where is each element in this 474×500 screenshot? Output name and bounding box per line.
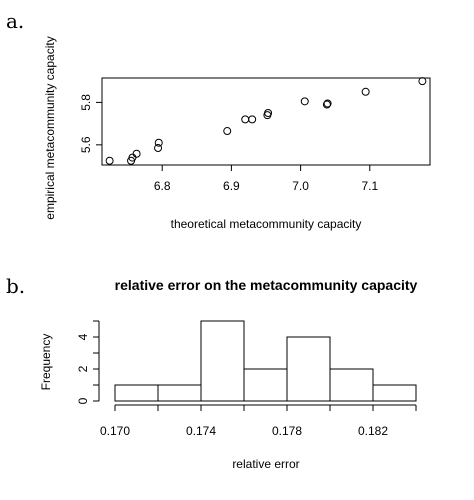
histogram-x-tick-label: 0.174 (186, 424, 216, 438)
histogram-bar (114, 384, 159, 402)
scatter-point (323, 99, 332, 108)
histogram-bar (329, 368, 374, 402)
scatter-point (248, 115, 257, 124)
histogram-y-tick-label: 4 (76, 333, 90, 340)
histogram-x-axis-label: relative error (232, 457, 299, 471)
histogram-bar (243, 368, 288, 402)
histogram-x-tick-label: 0.178 (272, 424, 302, 438)
scatter-point (154, 144, 163, 153)
scatter-x-tick-label: 6.9 (223, 179, 240, 193)
panel-label-b: b. (6, 274, 25, 298)
histogram-x-axis: 0.170 0.174 0.178 0.182 (100, 404, 417, 438)
panel-label-a: a. (6, 9, 24, 33)
scatter-point (361, 87, 370, 96)
histogram-panel: b. relative error on the metacommunity c… (6, 274, 418, 471)
histogram-x-tick-label: 0.182 (358, 424, 388, 438)
histogram-y-tick-label: 0 (76, 397, 90, 404)
scatter-y-tick-label: 5.8 (79, 94, 93, 111)
histogram-bar (200, 320, 245, 402)
histogram-title: relative error on the metacommunity capa… (115, 277, 418, 293)
histogram-x-tick-label: 0.170 (100, 424, 130, 438)
histogram-bar (157, 384, 202, 402)
scatter-y-axis-label: empirical metacommunity capacity (43, 36, 57, 219)
scatter-point (322, 100, 331, 109)
scatter-point (105, 156, 114, 165)
scatter-points (105, 77, 427, 165)
scatter-x-axis: 6.8 6.9 7.0 7.1 (154, 165, 378, 193)
histogram-y-axis: 0 2 4 (76, 320, 100, 404)
scatter-point (418, 77, 427, 86)
scatter-y-tick-label: 5.6 (79, 136, 93, 153)
scatter-point (300, 97, 309, 106)
scatter-point (154, 138, 163, 147)
scatter-x-tick-label: 7.0 (292, 179, 309, 193)
scatter-point (241, 115, 250, 124)
scatter-panel: a. 6.8 6.9 7.0 7.1 5.6 5.8 theoretical metac… (6, 9, 431, 231)
scatter-x-tick-label: 7.1 (361, 179, 378, 193)
scatter-y-axis: 5.6 5.8 (79, 94, 102, 153)
histogram-bar (286, 336, 331, 402)
scatter-point (223, 127, 232, 136)
scatter-point (132, 149, 141, 158)
histogram-y-tick-label: 2 (76, 365, 90, 372)
scatter-plot-frame (101, 77, 431, 166)
scatter-x-tick-label: 6.8 (154, 179, 171, 193)
histogram-y-axis-label: Frequency (39, 334, 53, 391)
histogram-bars (114, 320, 417, 402)
histogram-bar (372, 384, 417, 402)
scatter-x-axis-label: theoretical metacommunity capacity (171, 217, 362, 231)
scatter-point (264, 109, 273, 118)
